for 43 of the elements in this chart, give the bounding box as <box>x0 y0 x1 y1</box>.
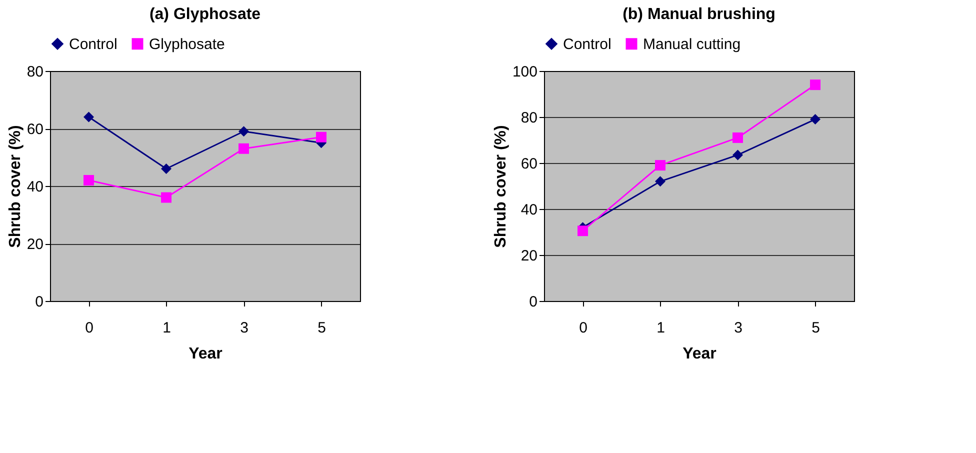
legend-label: Manual cutting <box>643 36 741 53</box>
y-tick-label: 40 <box>520 202 538 218</box>
legend-label: Glyphosate <box>149 36 225 53</box>
point <box>238 143 249 154</box>
point <box>810 80 820 90</box>
y-tick-label: 0 <box>529 294 538 310</box>
chart-title: (a) Glyphosate <box>149 6 261 23</box>
point <box>84 112 94 122</box>
point <box>578 226 588 236</box>
x-tick-label: 0 <box>579 320 588 336</box>
point <box>655 160 666 171</box>
y-tick-label: 80 <box>26 64 44 80</box>
y-tick-label: 60 <box>520 156 538 172</box>
legend-label: Control <box>69 36 118 53</box>
x-tick-label: 5 <box>318 320 326 336</box>
y-tick-label: 0 <box>35 294 44 310</box>
point <box>316 132 326 142</box>
x-tick-label: 1 <box>162 320 171 336</box>
point <box>655 176 666 187</box>
y-tick-label: 80 <box>520 110 538 126</box>
x-tick-label: 3 <box>240 320 248 336</box>
x-axis-title: Year <box>188 346 222 362</box>
y-axis-title: Shrub cover (%) <box>6 125 24 248</box>
point <box>732 150 743 160</box>
point <box>238 126 249 137</box>
y-axis-title: Shrub cover (%) <box>492 125 510 248</box>
point <box>161 192 172 203</box>
y-tick-label: 60 <box>26 121 44 138</box>
x-tick-label: 5 <box>812 320 820 336</box>
point <box>732 132 743 143</box>
point <box>161 164 172 174</box>
point <box>810 114 820 125</box>
legend-label: Control <box>563 36 612 53</box>
y-tick-label: 40 <box>26 178 44 196</box>
chart-title: (b) Manual brushing <box>622 6 776 23</box>
y-tick-label: 20 <box>26 236 44 253</box>
y-tick-label: 20 <box>520 248 538 264</box>
point <box>84 175 94 186</box>
x-tick-label: 0 <box>85 320 94 336</box>
x-tick-label: 1 <box>656 320 665 336</box>
x-tick-label: 3 <box>734 320 742 336</box>
x-axis-title: Year <box>682 346 716 362</box>
y-tick-label: 100 <box>512 64 538 80</box>
